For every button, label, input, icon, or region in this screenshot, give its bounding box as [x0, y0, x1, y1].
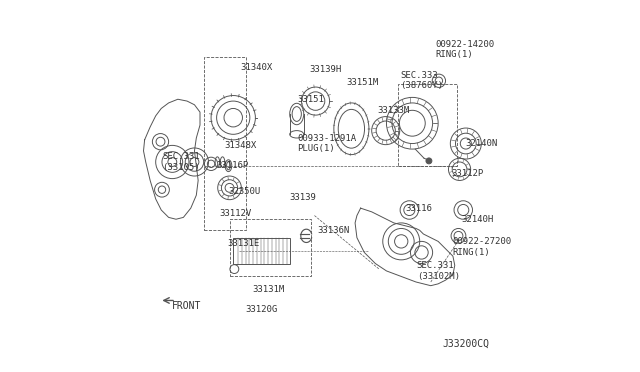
Text: 33120G: 33120G [245, 305, 278, 314]
Text: 33112V: 33112V [220, 209, 252, 218]
Text: 00922-27200
RING(1): 00922-27200 RING(1) [452, 237, 511, 257]
Text: 31348X: 31348X [225, 141, 257, 150]
Text: SEC.331
(33105): SEC.331 (33105) [162, 152, 200, 172]
Text: 33133M: 33133M [377, 106, 410, 115]
Text: 33151M: 33151M [347, 78, 379, 87]
Text: J33200CQ: J33200CQ [443, 339, 490, 349]
Text: 33116P: 33116P [216, 161, 248, 170]
Bar [230, 219, 311, 276]
Text: 33131E: 33131E [227, 239, 259, 248]
Text: SEC.333
(38760Y): SEC.333 (38760Y) [401, 71, 444, 90]
Text: 32140H: 32140H [461, 215, 493, 224]
Text: 33151: 33151 [298, 95, 324, 104]
Bar [204, 57, 246, 230]
Text: 33131M: 33131M [253, 285, 285, 294]
Text: 33112P: 33112P [451, 169, 483, 177]
Text: 33116: 33116 [406, 203, 433, 213]
Text: SEC.331
(33102M): SEC.331 (33102M) [417, 261, 460, 280]
Bar [233, 238, 291, 263]
Text: 33139: 33139 [290, 193, 317, 202]
Circle shape [426, 158, 432, 164]
Text: 32140N: 32140N [466, 139, 498, 148]
Text: FRONT: FRONT [172, 301, 201, 311]
Bar [397, 84, 456, 166]
Text: 31340X: 31340X [241, 63, 273, 72]
Text: 00933-1291A
PLUG(1): 00933-1291A PLUG(1) [297, 134, 356, 153]
Text: 33136N: 33136N [317, 226, 349, 235]
Text: 00922-14200
RING(1): 00922-14200 RING(1) [435, 40, 494, 59]
Text: 33139H: 33139H [310, 65, 342, 74]
Text: 32350U: 32350U [228, 187, 260, 196]
